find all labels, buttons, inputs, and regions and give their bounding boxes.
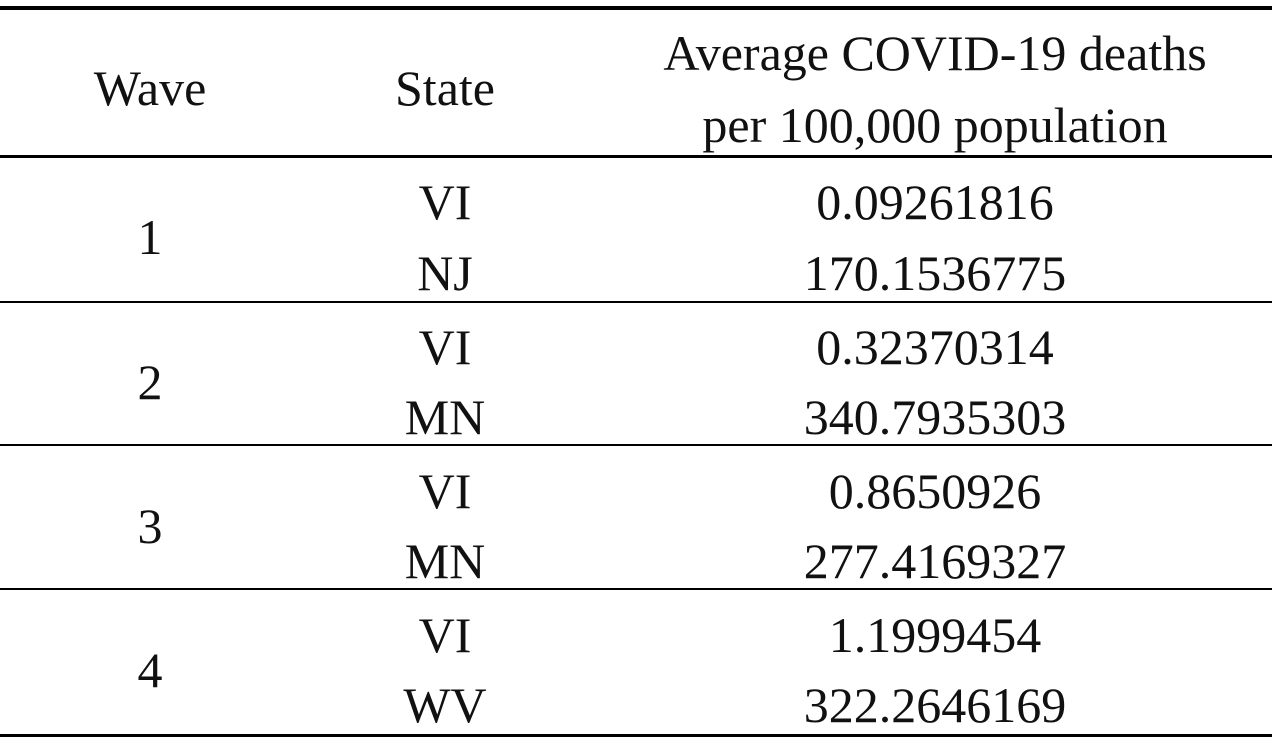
state-cell: NJ xyxy=(417,245,473,301)
bottom-rule xyxy=(0,734,1272,737)
value-cell: 322.2646169 xyxy=(803,677,1067,733)
value-cell: 340.7935303 xyxy=(803,389,1067,445)
value-cell: 1.1999454 xyxy=(828,607,1042,663)
state-cell: MN xyxy=(404,389,486,445)
header-state: State xyxy=(395,60,495,116)
group-rule xyxy=(0,588,1272,590)
header-average-line1: Average COVID-19 deaths xyxy=(663,25,1207,81)
state-cell: WV xyxy=(403,677,487,733)
top-rule xyxy=(0,6,1272,10)
value-cell: 170.1536775 xyxy=(803,245,1067,301)
wave-cell: 4 xyxy=(137,642,163,698)
header-wave: Wave xyxy=(93,60,207,116)
header-rule xyxy=(0,155,1272,158)
wave-cell: 2 xyxy=(137,354,163,410)
wave-cell: 3 xyxy=(137,498,163,554)
state-cell: VI xyxy=(418,463,472,519)
value-cell: 0.8650926 xyxy=(828,463,1042,519)
value-cell: 0.09261816 xyxy=(816,174,1054,230)
state-cell: VI xyxy=(418,607,472,663)
state-cell: MN xyxy=(404,533,486,589)
group-rule xyxy=(0,301,1272,303)
value-cell: 277.4169327 xyxy=(803,533,1067,589)
wave-cell: 1 xyxy=(137,209,163,265)
group-rule xyxy=(0,444,1272,446)
value-cell: 0.32370314 xyxy=(816,319,1054,375)
state-cell: VI xyxy=(418,174,472,230)
header-average-line2: per 100,000 population xyxy=(702,97,1168,153)
state-cell: VI xyxy=(418,319,472,375)
